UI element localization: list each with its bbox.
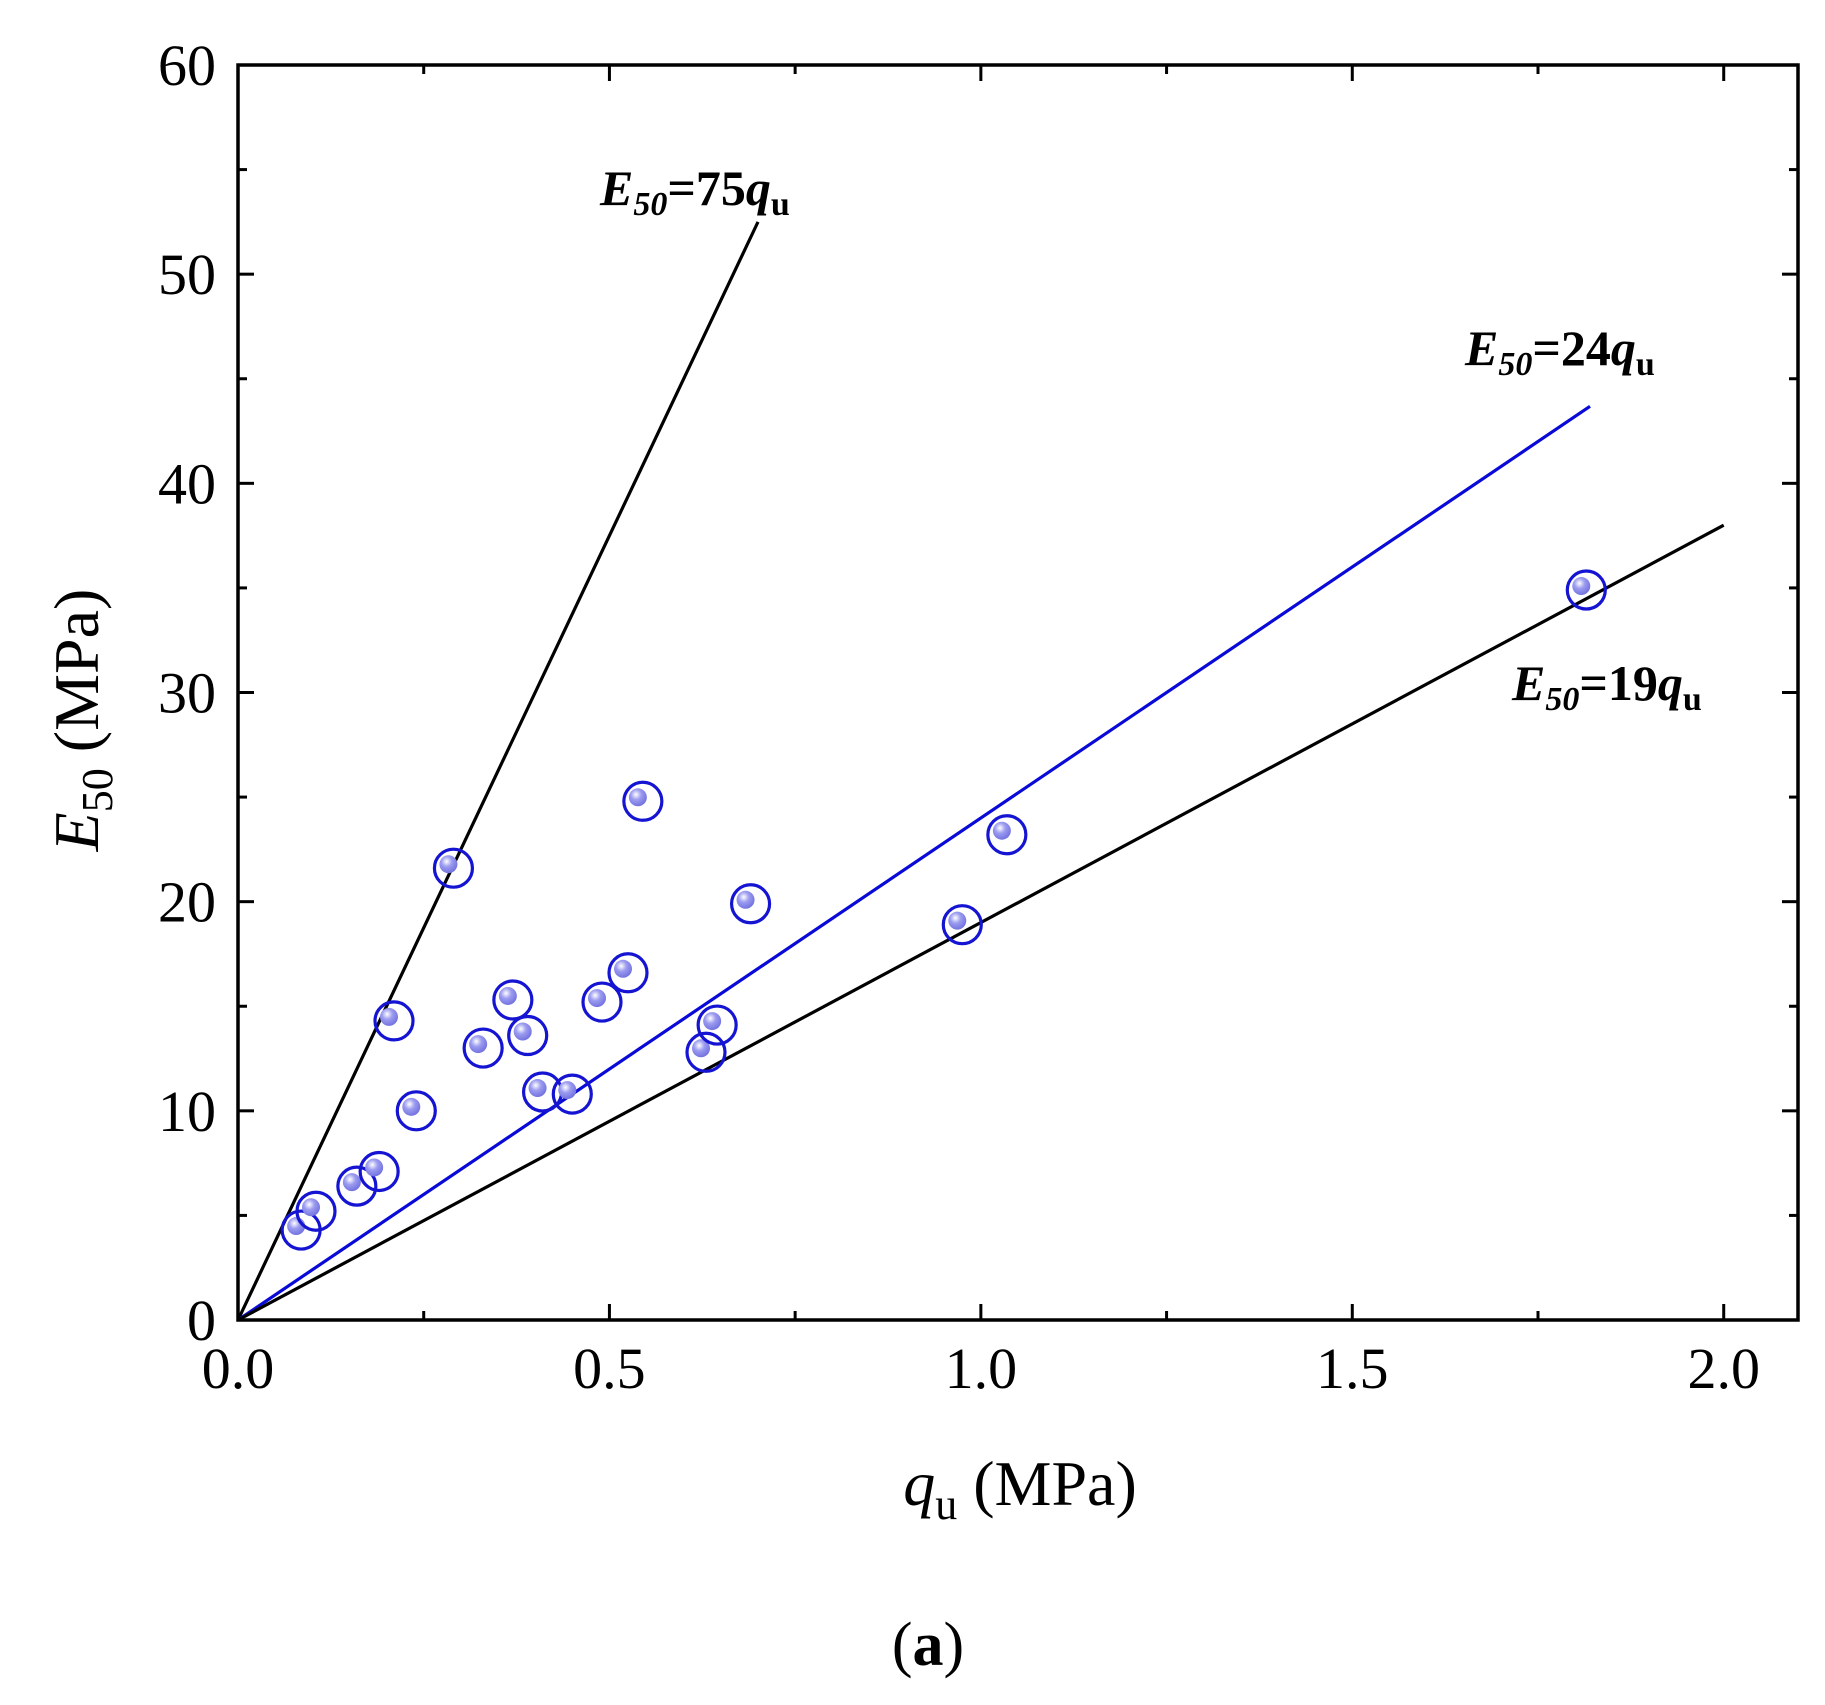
data-point [986,814,1028,856]
y-tick-label: 40 [158,451,216,516]
data-point-sphere [1572,577,1591,596]
data-point [492,979,534,1021]
y-tick-label: 20 [158,870,216,935]
data-point-ring [395,1090,437,1132]
data-point-sphere [588,989,606,1008]
data-point [336,1165,378,1207]
data-point-sphere [365,1158,384,1177]
data-point-ring [941,904,983,946]
y-axis-title: E50 (MPa) [41,589,122,853]
y-tick-label: 60 [158,33,216,98]
x-tick-label: 1.5 [1316,1336,1389,1401]
y-tick-label: 10 [158,1079,216,1144]
data-point [462,1027,504,1069]
data-points [280,569,1607,1251]
y-axis-title-space [41,752,112,768]
data-point [1565,569,1607,611]
x-axis-title-subscript: u [935,1480,957,1529]
panel-label: (a) [892,1611,964,1679]
data-point-sphere [628,788,647,807]
data-point [607,952,649,994]
y-tick-label: 30 [158,661,216,726]
data-point-ring [462,1027,504,1069]
data-point-ring [358,1150,400,1193]
data-point [295,1190,337,1232]
x-axis-title-space [957,1448,973,1519]
data-point-ring [336,1165,378,1207]
data-point-sphere [342,1173,361,1192]
data-point [696,1004,738,1046]
y-axis-title-unit: (MPa) [41,589,112,753]
data-point-ring [432,847,475,889]
fit-line-24 [237,405,1591,1322]
fit-lines [236,221,1725,1322]
data-point-sphere [402,1097,421,1116]
data-point-sphere [528,1079,547,1098]
data-point [395,1090,437,1132]
data-point-ring [986,814,1028,856]
data-point-sphere [469,1035,488,1054]
x-axis-title-unit: (MPa) [973,1448,1137,1519]
data-point-ring [685,1031,727,1073]
data-point [432,847,475,889]
line-label-75: E50=75qu [599,160,790,223]
data-point [622,780,664,822]
plot-frame [236,63,1800,1322]
data-point-ring [507,1014,549,1057]
data-point-sphere [439,855,458,874]
data-point [581,981,623,1023]
data-point [551,1073,593,1115]
data-point-sphere [498,986,517,1005]
data-point-sphere [302,1198,320,1217]
data-point-sphere [692,1039,710,1058]
x-tick-label: 0.5 [573,1336,646,1401]
y-axis-title-symbol: E [41,812,112,852]
data-point-ring [696,1004,738,1046]
x-tick-label: 2.0 [1687,1336,1760,1401]
data-point-sphere [703,1012,722,1031]
data-point-ring [492,979,534,1021]
y-tick-label: 0 [187,1288,216,1353]
data-point-sphere [380,1007,398,1026]
data-point-ring [373,1000,415,1042]
data-point-ring [729,883,772,925]
data-point [507,1014,549,1057]
data-point-sphere [558,1081,577,1100]
x-tick-label: 0.0 [202,1336,275,1401]
line-label-24: E50=24qu [1464,320,1655,383]
data-point [941,904,983,946]
tick-labels: 0.0 0.5 1.0 1.5 2.0 0 10 20 30 40 50 60 [158,33,1760,1401]
data-point [358,1150,400,1193]
data-point-ring [295,1190,337,1232]
data-point-sphere [614,959,632,978]
data-point-ring [581,981,623,1023]
data-point [685,1031,727,1073]
x-axis-title: qu (MPa) [903,1448,1137,1529]
data-point-sphere [948,911,967,930]
x-tick-label: 1.0 [945,1336,1018,1401]
data-point-sphere [513,1022,532,1041]
y-tick-label: 50 [158,242,216,307]
data-point-ring [607,952,649,994]
x-axis-title-symbol: q [903,1448,935,1519]
y-axis-title-subscript: 50 [73,768,122,812]
data-point-sphere [736,890,755,909]
data-point [729,883,772,925]
data-point-ring [1565,569,1607,611]
fit-line-75 [236,221,760,1321]
data-point-ring [622,780,664,822]
data-point [373,1000,415,1042]
data-point-ring [551,1073,593,1115]
line-label-19: E50=19qu [1511,655,1702,718]
data-point-sphere [992,821,1011,840]
